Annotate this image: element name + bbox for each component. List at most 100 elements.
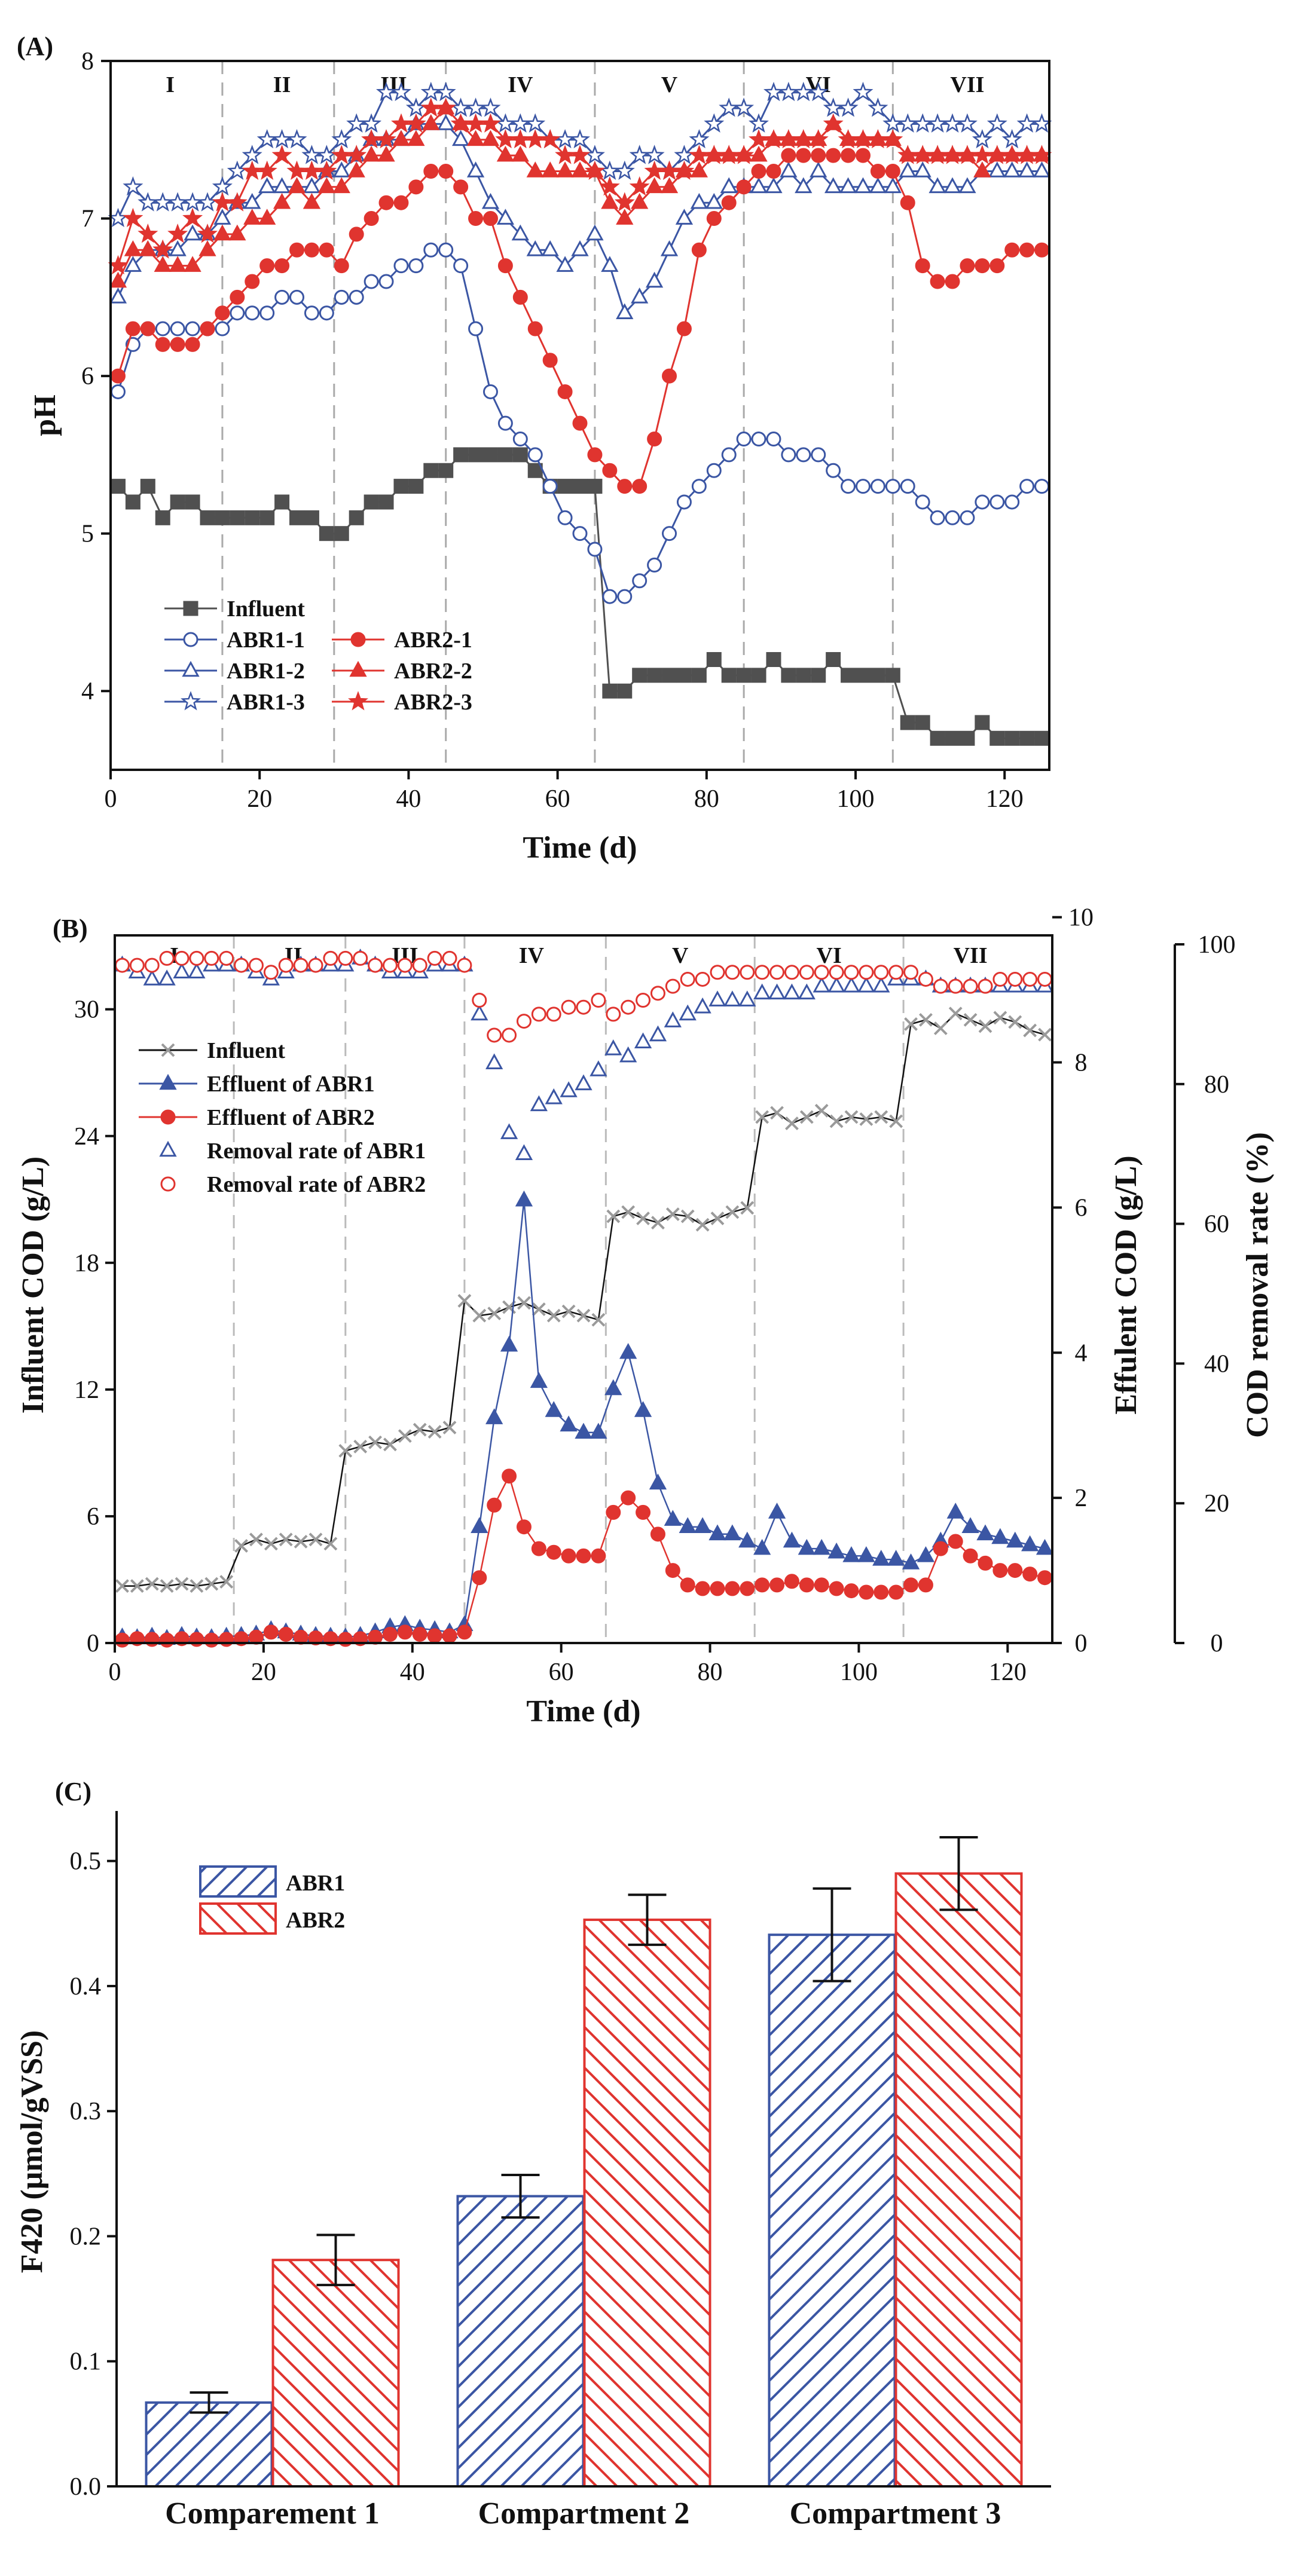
- data-point: [720, 177, 738, 194]
- data-point: [110, 368, 126, 384]
- y-tick-label: 0.5: [70, 1848, 102, 1876]
- data-point: [308, 1630, 323, 1645]
- data-point: [556, 256, 574, 272]
- data-point: [988, 161, 1006, 178]
- data-point: [929, 177, 946, 194]
- data-point: [557, 510, 573, 525]
- data-point: [167, 192, 188, 212]
- data-point: [766, 163, 781, 179]
- data-point: [258, 177, 276, 194]
- data-point: [587, 541, 603, 557]
- stage-label: I: [166, 72, 175, 97]
- data-point: [129, 957, 145, 973]
- data-point: [212, 192, 233, 212]
- legend-item: Influent: [164, 596, 305, 622]
- data-point: [943, 177, 961, 194]
- data-point: [362, 145, 380, 162]
- legend-marker: [349, 660, 367, 677]
- legend-marker: [181, 691, 201, 711]
- data-point: [256, 160, 277, 180]
- data-point: [854, 177, 872, 194]
- data-point: [248, 1629, 264, 1645]
- data-point: [651, 1216, 665, 1230]
- data-point: [778, 81, 799, 102]
- panel-b-y-label-right2: COD removal rate (%): [1241, 1132, 1275, 1438]
- data-point: [319, 242, 334, 258]
- data-point: [708, 990, 726, 1006]
- data-point: [185, 494, 200, 510]
- data-point: [736, 668, 752, 683]
- legend-marker: [160, 1109, 176, 1125]
- data-point: [170, 494, 185, 510]
- data-point: [466, 161, 485, 178]
- data-point: [561, 1304, 576, 1318]
- data-point: [561, 1548, 576, 1564]
- data-point: [694, 997, 711, 1014]
- data-point: [271, 145, 292, 164]
- data-point: [619, 1046, 637, 1063]
- y-right1-tick-label: 0: [1075, 1630, 1088, 1657]
- data-point: [972, 145, 992, 164]
- legend-label: Effluent of ABR1: [207, 1072, 375, 1097]
- data-point: [887, 1550, 905, 1566]
- data-point: [457, 1294, 472, 1308]
- data-point: [516, 1519, 532, 1535]
- category-label: Compartment 3: [790, 2497, 1001, 2531]
- data-point: [645, 271, 664, 288]
- legend-item: ABR2-3: [332, 690, 472, 715]
- data-point: [915, 715, 930, 730]
- data-point: [645, 177, 664, 194]
- data-point: [531, 1006, 546, 1022]
- data-point: [975, 715, 990, 730]
- data-point: [991, 1528, 1009, 1544]
- data-point: [245, 305, 260, 321]
- data-point: [590, 1060, 607, 1076]
- data-point: [517, 1296, 531, 1310]
- data-point: [361, 113, 382, 133]
- data-point: [248, 957, 264, 973]
- y-tick-label: 0.0: [70, 2473, 102, 2501]
- data-point: [903, 965, 919, 980]
- data-point: [676, 668, 692, 683]
- data-point: [855, 479, 871, 494]
- data-point: [289, 289, 305, 305]
- y-right2-tick-label: 0: [1211, 1630, 1223, 1657]
- data-point: [398, 1429, 412, 1443]
- data-point: [900, 715, 915, 730]
- legend-label: Influent: [227, 596, 305, 622]
- bar-abr2: [271, 2259, 400, 2488]
- data-point: [1037, 1570, 1053, 1586]
- data-point: [412, 957, 427, 973]
- data-point: [530, 1372, 548, 1388]
- data-point: [170, 336, 185, 352]
- data-point: [485, 1053, 503, 1070]
- data-point: [435, 97, 456, 117]
- data-point: [347, 161, 365, 178]
- y-tick-label: 0.1: [70, 2348, 102, 2376]
- data-point: [680, 1209, 695, 1223]
- data-point: [587, 447, 603, 463]
- data-point: [841, 479, 856, 494]
- y-tick-label: 0.3: [70, 2098, 102, 2125]
- data-point: [676, 494, 692, 510]
- data-point: [572, 526, 588, 541]
- data-point: [334, 526, 349, 541]
- data-point: [109, 287, 127, 304]
- bar-abr2: [894, 1872, 1023, 2488]
- data-point: [826, 652, 841, 668]
- data-point: [604, 1379, 622, 1396]
- data-point: [873, 1584, 889, 1600]
- data-point: [632, 573, 648, 589]
- data-point: [785, 1116, 799, 1130]
- bar-abr1: [456, 2195, 585, 2488]
- stage-label: IV: [508, 72, 533, 97]
- data-point: [453, 447, 469, 463]
- data-point: [405, 113, 426, 133]
- data-point: [289, 242, 305, 258]
- y-right1-tick-label: 4: [1075, 1339, 1088, 1367]
- panel-c-y-ticks: 0.0 0.1 0.2 0.3 0.4 0.5: [70, 1848, 117, 2501]
- data-point: [144, 957, 160, 973]
- data-point: [110, 479, 126, 494]
- data-point: [1019, 242, 1035, 258]
- legend-item: Effluent of ABR2: [139, 1105, 375, 1130]
